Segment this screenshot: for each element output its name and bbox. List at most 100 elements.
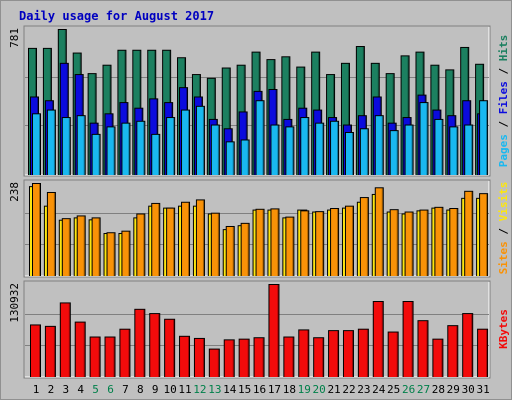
day-label: 19 — [298, 383, 311, 396]
panel-2-max-label: 238 — [8, 182, 21, 202]
kbytes-bar — [149, 313, 161, 377]
legend-kbytes: KBytes — [497, 309, 510, 349]
pages-bar — [344, 132, 354, 175]
sites-bar — [46, 191, 56, 276]
day-label: 24 — [372, 383, 386, 396]
pages-bar — [300, 117, 310, 175]
kbytes-bar — [253, 337, 265, 377]
pages-bar — [359, 128, 369, 175]
sites-bar — [121, 230, 131, 276]
sites-bar — [181, 201, 191, 276]
day-label: 6 — [107, 383, 114, 396]
pages-bar — [121, 122, 131, 175]
legend-visits: Visits — [497, 182, 510, 228]
kbytes-bar — [417, 320, 429, 377]
kbytes-bar — [283, 336, 295, 377]
legend-separator: / — [497, 228, 510, 242]
legend-sites: Sites — [497, 241, 510, 274]
sites-bar — [434, 206, 444, 276]
sites-bar — [330, 208, 340, 276]
day-label: 21 — [327, 383, 340, 396]
kbytes-bar — [357, 328, 369, 377]
day-label: 2 — [48, 383, 55, 396]
panel-3-legend: KBytes — [497, 309, 510, 349]
kbytes-bar — [328, 330, 340, 377]
kbytes-bar — [342, 330, 354, 377]
day-label: 11 — [178, 383, 191, 396]
day-label: 10 — [164, 383, 177, 396]
pages-bar — [181, 109, 191, 175]
pages-bar — [61, 117, 71, 175]
pages-bar — [151, 133, 161, 175]
pages-bar — [285, 126, 295, 175]
sites-bar — [344, 205, 354, 276]
kbytes-bar — [313, 337, 325, 377]
pages-bar — [434, 118, 444, 175]
sites-bar — [61, 218, 71, 276]
kbytes-bar — [59, 302, 71, 377]
pages-bar — [46, 109, 56, 175]
pages-bar — [374, 115, 384, 175]
kbytes-bar — [372, 300, 384, 377]
kbytes-bar — [402, 300, 414, 377]
chart-title: Daily usage for August 2017 — [19, 9, 214, 23]
day-label: 8 — [137, 383, 144, 396]
kbytes-bar — [134, 308, 146, 377]
sites-bar — [255, 208, 265, 276]
day-label: 7 — [122, 383, 129, 396]
day-label: 25 — [387, 383, 400, 396]
kbytes-bar — [164, 318, 176, 377]
day-label: 3 — [62, 383, 69, 396]
day-label: 13 — [208, 383, 221, 396]
pages-bar — [76, 115, 86, 175]
pages-bar — [330, 120, 340, 175]
sites-bar — [270, 208, 280, 276]
pages-bar — [419, 102, 429, 175]
panel-3-max-label: 130932 — [8, 283, 21, 323]
day-label: 20 — [313, 383, 326, 396]
day-label: 15 — [238, 383, 251, 396]
legend-hits: Hits — [497, 35, 510, 68]
sites-bar — [300, 210, 310, 276]
sites-bar — [315, 211, 325, 276]
sites-bar — [106, 232, 116, 276]
sites-bar — [464, 190, 474, 276]
sites-bar — [374, 187, 384, 276]
sites-bar — [166, 207, 176, 276]
sites-bar — [76, 215, 86, 276]
day-label: 4 — [77, 383, 84, 396]
kbytes-bar — [89, 336, 101, 377]
kbytes-bar — [44, 325, 56, 377]
pages-bar — [255, 100, 265, 175]
hits-bar — [281, 56, 291, 175]
day-label: 30 — [462, 383, 475, 396]
sites-bar — [91, 217, 101, 276]
sites-bar — [240, 222, 250, 276]
kbytes-bar — [74, 321, 86, 377]
pages-bar — [91, 133, 101, 175]
legend-separator: / — [497, 68, 510, 82]
sites-bar — [225, 225, 235, 276]
kbytes-bar — [119, 328, 131, 377]
pages-bar — [106, 126, 116, 175]
sites-bar — [285, 216, 295, 276]
pages-bar — [270, 124, 280, 175]
day-label: 1 — [33, 383, 40, 396]
day-label: 23 — [357, 383, 370, 396]
kbytes-bar — [238, 338, 250, 377]
kbytes-bar — [223, 339, 235, 377]
panel-1-max-label: 781 — [8, 28, 21, 48]
sites-bar — [449, 208, 459, 276]
day-label: 14 — [223, 383, 237, 396]
kbytes-bar — [104, 336, 116, 377]
kbytes-bar — [477, 328, 489, 377]
sites-bar — [195, 199, 205, 276]
pages-bar — [225, 141, 235, 175]
day-label: 5 — [92, 383, 99, 396]
kbytes-bar — [447, 325, 459, 377]
day-label: 22 — [342, 383, 355, 396]
day-label: 28 — [432, 383, 445, 396]
panel-1-legend: Pages / Files / Hits — [497, 35, 510, 168]
day-label: 16 — [253, 383, 266, 396]
